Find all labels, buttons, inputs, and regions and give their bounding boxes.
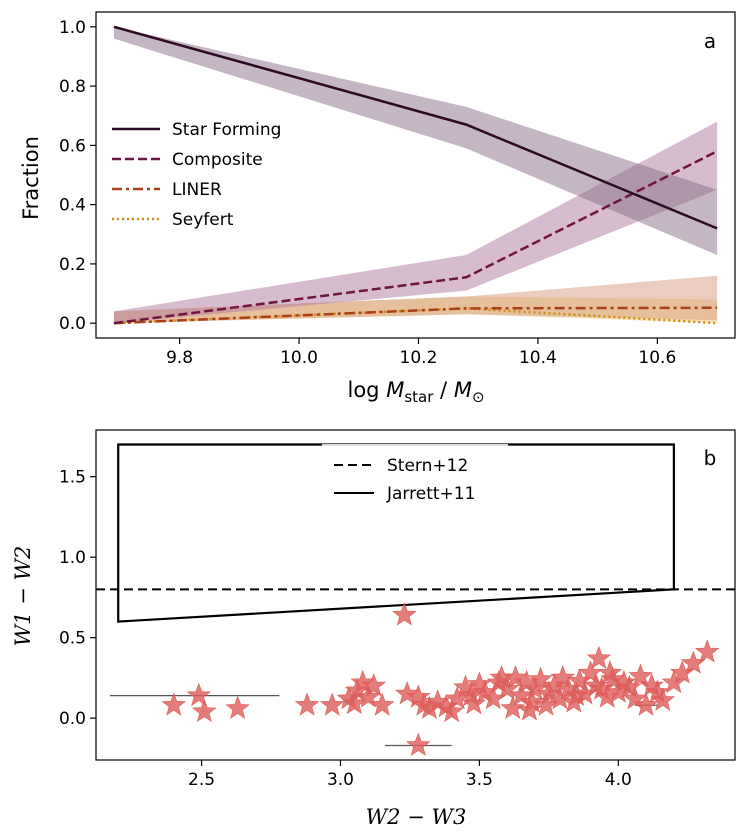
b-y-axis-label: W1 − W2 (11, 546, 35, 647)
star-marker (597, 660, 623, 684)
star-marker (406, 732, 431, 756)
b-y-tick-label: 0.5 (59, 629, 86, 649)
b-y-ticks: 0.0 0.5 1.0 1.5 (59, 468, 96, 729)
star-marker (186, 682, 212, 706)
a-x-label-var2: M (454, 378, 472, 402)
b-legend-label: Stern+12 (387, 456, 468, 476)
a-y-tick-label: 0.8 (59, 77, 86, 97)
panel-a: 9.8 10.0 10.2 10.4 10.6 0.0 0.2 0.4 0.6 0.8 1.0 S… (19, 11, 736, 406)
b-scatter-points (161, 602, 720, 756)
a-legend-label: Seyfert (172, 210, 234, 230)
b-panel-letter: b (704, 446, 717, 470)
b-y-tick-label: 1.0 (59, 548, 86, 568)
star-marker (319, 692, 345, 716)
star-marker (564, 682, 589, 706)
a-x-label-var: M (386, 378, 404, 402)
b-x-tick-label: 3.0 (327, 770, 354, 790)
star-marker (494, 676, 520, 700)
star-marker (528, 666, 553, 690)
star-marker (489, 665, 514, 689)
a-x-axis-label: log Mstar / M⊙ (347, 378, 484, 406)
b-x-tick-label: 4.0 (605, 770, 632, 790)
a-x-ticks: 9.8 10.0 10.2 10.4 10.6 (166, 338, 676, 368)
a-x-label-sub2: ⊙ (472, 388, 485, 406)
star-marker (517, 697, 542, 721)
a-x-tick-label: 10.0 (280, 348, 318, 368)
a-y-tick-label: 0.6 (59, 136, 86, 156)
star-marker (694, 639, 720, 663)
a-x-tick-label: 9.8 (166, 348, 193, 368)
line-composite (113, 150, 718, 325)
b-x-ticks: 2.5 3.0 3.5 4.0 (188, 760, 632, 790)
star-marker (361, 673, 387, 697)
b-y-tick-label: 1.5 (59, 468, 86, 488)
star-marker (586, 645, 612, 669)
a-x-tick-label: 10.4 (519, 348, 557, 368)
b-x-tick-label: 3.5 (466, 770, 493, 790)
star-marker (550, 665, 576, 689)
star-marker (392, 602, 417, 626)
a-x-label-prefix: log (347, 378, 386, 402)
a-plot-frame (95, 11, 736, 339)
a-confidence-bands (113, 26, 718, 324)
b-x-tick-label: 2.5 (188, 770, 215, 790)
line-seyfert (113, 307, 718, 325)
star-marker (500, 695, 526, 719)
a-y-tick-label: 0.2 (59, 255, 86, 275)
star-marker (225, 695, 250, 719)
a-panel-letter: a (704, 29, 716, 53)
line-liner (113, 306, 718, 325)
a-legend-label: LINER (172, 180, 222, 200)
b-legend: Stern+12 Jarrett+11 (322, 444, 508, 514)
a-y-tick-label: 1.0 (59, 18, 86, 38)
a-x-label-mid: / (433, 378, 453, 402)
star-marker (650, 687, 676, 711)
star-marker (161, 692, 187, 716)
a-y-axis-label: Fraction (19, 136, 43, 220)
star-marker (439, 698, 464, 723)
band-star-forming (113, 26, 718, 256)
a-y-tick-label: 0.0 (59, 314, 86, 334)
star-marker (461, 690, 487, 715)
b-legend-label: Jarrett+11 (386, 484, 475, 504)
a-series-lines (113, 25, 718, 325)
a-y-tick-label: 0.4 (59, 196, 86, 216)
b-y-tick-label: 0.0 (59, 709, 86, 729)
b-plot-frame (95, 429, 736, 761)
star-marker (350, 669, 375, 694)
b-x-axis-label: W2 − W3 (366, 805, 467, 829)
panel-b: 2.5 3.0 3.5 4.0 0.0 0.5 1.0 1.5 Stern+12 Jarret… (11, 429, 736, 829)
star-marker (294, 692, 320, 716)
a-legend-label: Star Forming (172, 120, 281, 140)
star-marker (547, 685, 573, 710)
a-legend: Star Forming Composite LINER Seyfert (112, 120, 281, 230)
band-liner (113, 275, 718, 324)
line-star-forming (113, 25, 718, 230)
a-x-label-sub: star (404, 388, 434, 406)
star-marker (583, 673, 609, 697)
a-legend-label: Composite (172, 150, 263, 170)
star-marker (369, 692, 395, 716)
star-marker (617, 674, 642, 698)
star-marker (628, 663, 653, 687)
star-marker (622, 685, 648, 710)
a-y-ticks: 0.0 0.2 0.4 0.6 0.8 1.0 (59, 18, 96, 334)
a-x-tick-label: 10.6 (638, 348, 676, 368)
star-marker (192, 698, 217, 723)
b-legend-box (322, 444, 508, 514)
star-marker (394, 681, 420, 705)
star-marker (633, 692, 659, 716)
star-marker (661, 669, 687, 694)
a-x-tick-label: 10.2 (400, 348, 438, 368)
